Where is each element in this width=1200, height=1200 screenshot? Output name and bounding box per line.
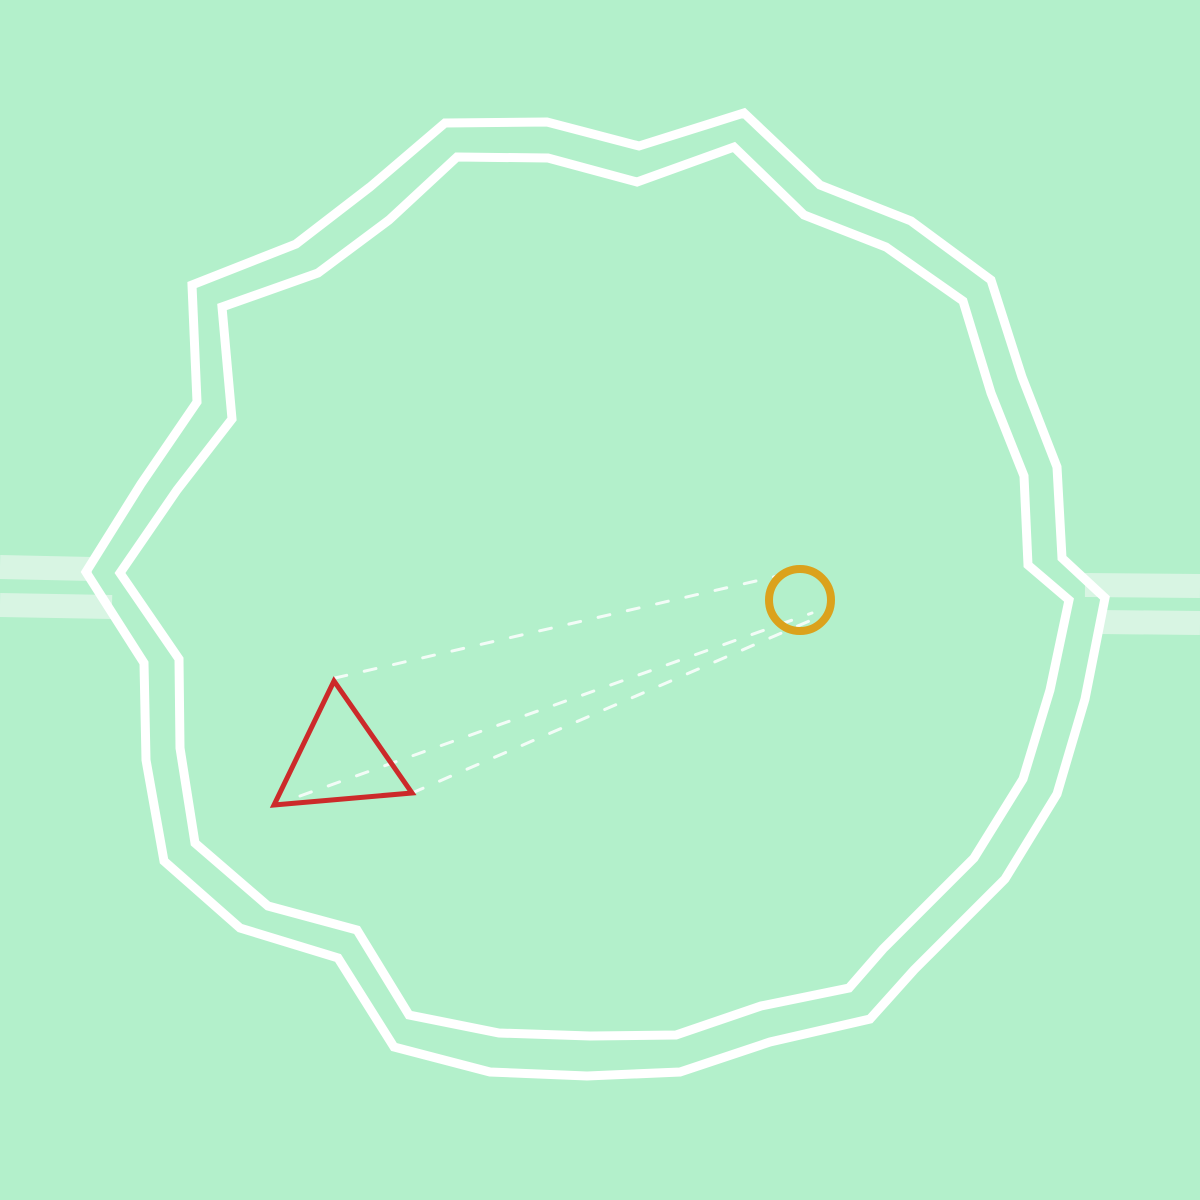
left-path-lane (0, 593, 113, 619)
aim-line (298, 611, 814, 798)
right-path-lane (1099, 610, 1200, 635)
right-side-path (1084, 573, 1200, 635)
right-path-lane (1084, 573, 1200, 598)
target-ring-icon[interactable] (765, 565, 835, 635)
track-inner-wall (114, 141, 1074, 1041)
aim-lines (298, 573, 832, 798)
left-side-path (0, 555, 113, 619)
track-outer-wall (80, 107, 1110, 1081)
left-path-lane (0, 555, 93, 581)
player-triangle-icon[interactable] (269, 676, 417, 808)
